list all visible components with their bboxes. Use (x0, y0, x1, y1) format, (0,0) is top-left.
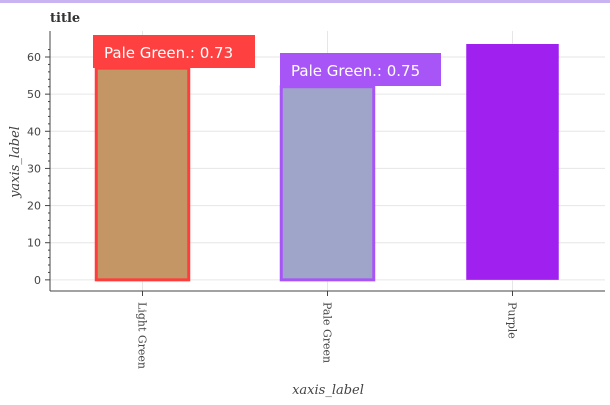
x-tick-label: Purple (506, 302, 519, 339)
y-tick-label: 60 (27, 51, 41, 64)
x-ticks: Light Green Pale Green Purple (136, 291, 519, 369)
y-tick-label: 20 (27, 200, 41, 213)
y-tick-label: 0 (34, 274, 41, 287)
y-axis-label: yaxis_label (8, 126, 23, 199)
bar-purple[interactable] (466, 44, 559, 280)
x-tick-label: Pale Green (321, 302, 334, 363)
tooltip: Pale Green.: 0.75 (280, 53, 441, 86)
top-border (0, 0, 610, 3)
y-tick-label: 50 (27, 88, 41, 101)
tooltip-box (93, 35, 255, 68)
x-axis-label: xaxis_label (292, 383, 364, 398)
y-tick-label: 10 (27, 237, 41, 250)
chart-title: title (50, 11, 80, 26)
tooltip-text: Pale Green.: 0.73 (104, 44, 233, 62)
tooltip-text: Pale Green.: 0.75 (291, 62, 420, 80)
y-tick-label: 30 (27, 162, 41, 175)
bar-light-green[interactable] (94, 66, 191, 282)
x-tick-label: Light Green (136, 302, 149, 369)
bar-pale-green[interactable] (279, 85, 376, 282)
tooltip: Pale Green.: 0.73 (93, 35, 255, 68)
tooltips: Pale Green.: 0.73 Pale Green.: 0.75 (93, 35, 441, 86)
y-tick-label: 40 (27, 125, 41, 138)
bars (94, 44, 559, 282)
y-ticks: 0 10 20 30 40 50 60 (27, 49, 50, 287)
tooltip-box (280, 53, 441, 86)
